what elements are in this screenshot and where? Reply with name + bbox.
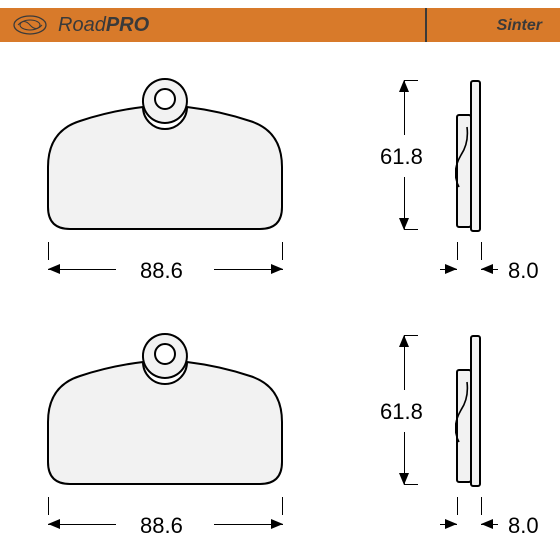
brake-pad-front-view bbox=[40, 332, 290, 492]
variant-label: Sinter bbox=[497, 17, 542, 35]
arrow-icon bbox=[271, 264, 283, 274]
dim-tick bbox=[481, 497, 482, 515]
brake-pad-row: 88.6 61.8 8.0 bbox=[0, 297, 560, 556]
dim-tick bbox=[481, 242, 482, 260]
arrow-icon bbox=[481, 519, 493, 529]
brand-prefix: Road bbox=[58, 14, 106, 36]
arrow-icon bbox=[399, 80, 409, 92]
dim-width-label: 88.6 bbox=[140, 258, 183, 284]
brand-name: RoadPRO bbox=[58, 14, 149, 37]
dim-tick bbox=[457, 242, 458, 260]
dim-tick bbox=[48, 497, 49, 515]
arrow-icon bbox=[48, 519, 60, 529]
technical-diagram: 88.6 61.8 8.0 88.6 bbox=[0, 42, 560, 560]
arrow-icon bbox=[399, 473, 409, 485]
arrow-icon bbox=[271, 519, 283, 529]
dim-tick bbox=[282, 497, 283, 515]
dim-tick bbox=[457, 497, 458, 515]
brake-pad-front-view bbox=[40, 77, 290, 237]
arrow-icon bbox=[481, 264, 493, 274]
brake-pad-side-view bbox=[455, 77, 483, 237]
brand-suffix: PRO bbox=[106, 14, 149, 36]
arrow-icon bbox=[445, 264, 457, 274]
brake-pad-row: 88.6 61.8 8.0 bbox=[0, 42, 560, 301]
brake-pad-side-view bbox=[455, 332, 483, 492]
brand-logo-icon bbox=[12, 14, 48, 36]
dim-thickness-label: 8.0 bbox=[508, 513, 539, 539]
arrow-icon bbox=[445, 519, 457, 529]
dim-tick bbox=[48, 242, 49, 260]
dim-height-label: 61.8 bbox=[380, 144, 423, 170]
dim-width-label: 88.6 bbox=[140, 513, 183, 539]
dim-height-label: 61.8 bbox=[380, 399, 423, 425]
dim-thickness-label: 8.0 bbox=[508, 258, 539, 284]
header-separator bbox=[425, 8, 427, 42]
dim-tick bbox=[282, 242, 283, 260]
arrow-icon bbox=[399, 335, 409, 347]
arrow-icon bbox=[48, 264, 60, 274]
header-bar: RoadPRO Sinter bbox=[0, 0, 560, 42]
arrow-icon bbox=[399, 218, 409, 230]
